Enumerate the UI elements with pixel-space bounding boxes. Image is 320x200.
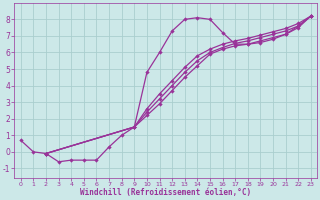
X-axis label: Windchill (Refroidissement éolien,°C): Windchill (Refroidissement éolien,°C) bbox=[80, 188, 252, 197]
